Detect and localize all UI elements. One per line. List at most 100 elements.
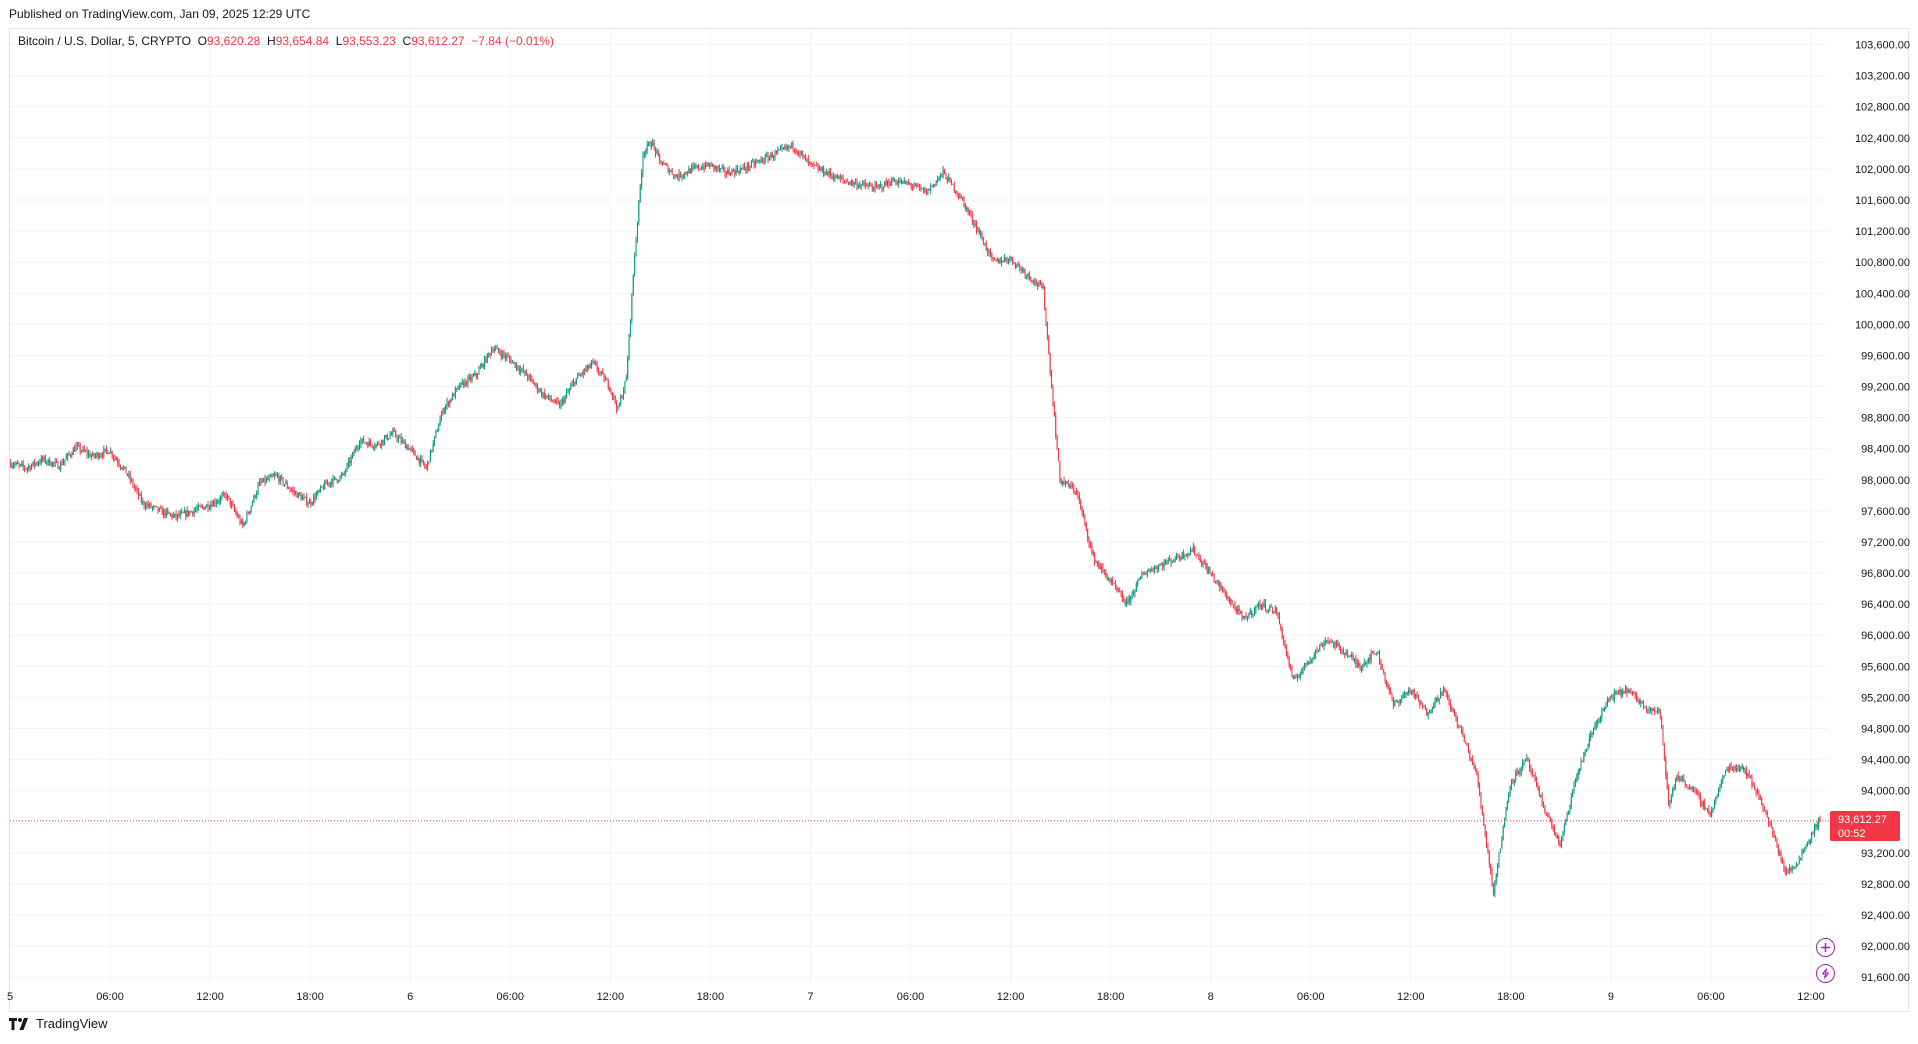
candle-body [724, 168, 726, 174]
open-value: 93,620.28 [206, 34, 261, 48]
candle-body [1399, 699, 1401, 704]
high-label: H [267, 34, 276, 48]
candle-body [1715, 796, 1717, 802]
candle-body [789, 146, 791, 148]
candle-body [389, 435, 391, 439]
candle-body [1720, 781, 1722, 786]
candle-body [132, 480, 134, 487]
candle-body [702, 166, 704, 170]
candle-body [1677, 775, 1679, 778]
candle-body [1089, 544, 1091, 546]
price-tick-label: 96,400.00 [1861, 599, 1910, 611]
price-axis[interactable]: 103,600.00 103,200.00 102,800.00 102,400.00… [1855, 40, 1910, 985]
lightning-circle-icon[interactable] [1816, 964, 1835, 983]
candle-body [1006, 259, 1008, 262]
candle-body [1644, 706, 1646, 708]
candle-body [1615, 691, 1617, 693]
candle-body [750, 161, 752, 167]
candle-body [1712, 807, 1714, 810]
candle-body [903, 180, 905, 182]
candle-body [748, 164, 750, 169]
candle-body [974, 224, 976, 226]
candle-body [813, 163, 815, 166]
candle-body [128, 474, 130, 476]
candle-body [691, 166, 693, 173]
candle-body [343, 472, 345, 474]
candle-body [536, 384, 538, 391]
candle-body [1661, 715, 1663, 726]
candle-body [1146, 571, 1148, 574]
candle-body [25, 468, 27, 470]
candle-body [397, 437, 399, 440]
candle-body [1647, 709, 1649, 711]
candle-body [1791, 867, 1793, 871]
candle-body [64, 459, 66, 463]
candle-body [1410, 691, 1412, 693]
candle-body [196, 508, 198, 510]
candle-body [641, 173, 643, 187]
candle-body [1637, 700, 1639, 702]
candle-body [500, 353, 502, 357]
candle-body [1160, 564, 1162, 566]
candle-body [1599, 717, 1601, 722]
candle-body [894, 180, 896, 182]
candle-body [1726, 769, 1728, 771]
candle-body [657, 151, 659, 155]
candle-body [529, 375, 531, 378]
candle-body [616, 402, 618, 410]
candle-body [800, 151, 802, 154]
candle-body [520, 369, 522, 372]
candle-body [293, 490, 295, 493]
candle-body [1085, 522, 1087, 530]
candle-body [884, 181, 886, 188]
candle-body [485, 357, 487, 363]
candle-body [1057, 448, 1059, 461]
candle-body [395, 431, 397, 437]
candle-body [1440, 691, 1442, 699]
symbol-title[interactable]: Bitcoin / U.S. Dollar, 5, CRYPTO [18, 34, 191, 48]
candle-body [547, 395, 549, 397]
candle-body [126, 473, 128, 476]
candle-body [135, 487, 137, 490]
candle-body [1217, 580, 1219, 583]
candle-body [1529, 760, 1531, 769]
candle-body [1170, 559, 1172, 563]
candle-body [1046, 323, 1048, 338]
candle-body [1701, 803, 1703, 806]
candle-body [1385, 680, 1387, 684]
candle-body [200, 506, 202, 508]
plus-circle-icon[interactable] [1816, 938, 1835, 957]
candle-body [1573, 784, 1575, 792]
candle-body [782, 147, 784, 149]
candle-body [220, 497, 222, 501]
candle-body [1142, 574, 1144, 576]
candle-body [10, 462, 12, 467]
candle-body [1652, 709, 1654, 711]
candle-body [415, 456, 417, 460]
candle-body [1658, 709, 1660, 711]
candle-body [353, 452, 355, 454]
candle-body [860, 184, 862, 187]
candle-body [663, 163, 665, 165]
candle-body [1059, 460, 1061, 480]
candle-body [328, 482, 330, 485]
candle-body [504, 355, 506, 358]
candle-body [1709, 814, 1711, 817]
candle-body [1684, 781, 1686, 786]
candle-body [673, 174, 675, 177]
candle-body [347, 460, 349, 465]
candle-body [638, 200, 640, 223]
candle-body [75, 445, 77, 452]
time-axis[interactable]: 5 06:00 12:00 18:00 6 06:00 12:00 18:00 7 06:00 12… [7, 991, 1825, 1003]
candle-body [1541, 795, 1543, 804]
candle-body [1108, 579, 1110, 581]
tradingview-logo[interactable]: TradingView [9, 1016, 108, 1031]
chart-pane[interactable] [9, 28, 1909, 1012]
candle-body [1479, 785, 1481, 794]
candle-body [1394, 701, 1396, 706]
candle-body [741, 168, 743, 170]
candle-body [1697, 791, 1699, 795]
candle-body [1031, 280, 1033, 282]
candle-body [1779, 851, 1781, 855]
